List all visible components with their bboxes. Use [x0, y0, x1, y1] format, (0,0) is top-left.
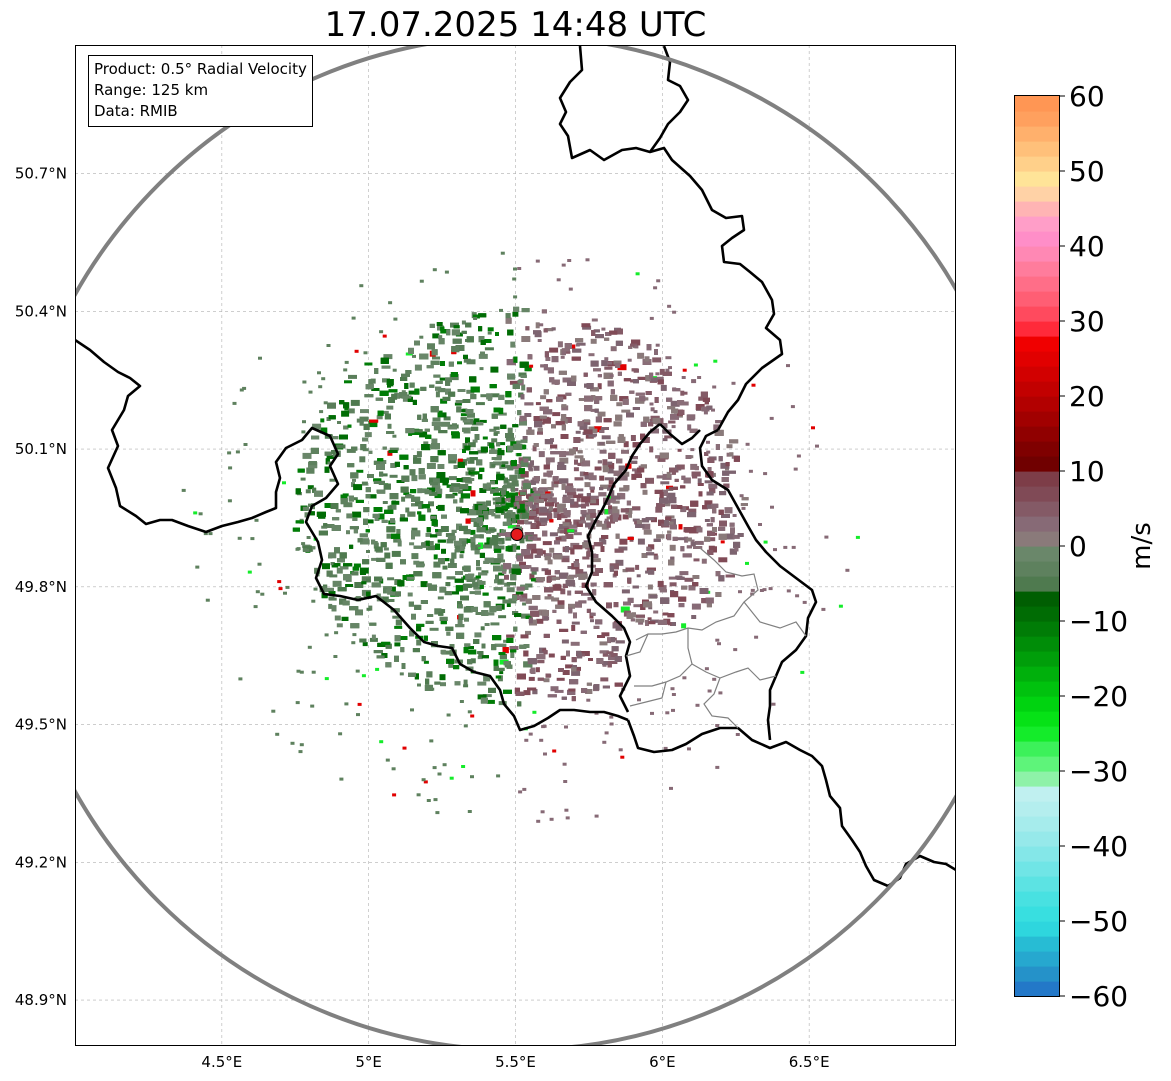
longitude-ticks: 4.5°E 5°E 5.5°E 6°E 6.5°E: [201, 1053, 829, 1071]
border-belgium-france: [75, 338, 629, 732]
info-product: Product: 0.5° Radial Velocity: [94, 60, 307, 78]
lat-tick-label: 50.7°N: [15, 165, 67, 183]
lon-tick-label: 4.5°E: [201, 1053, 242, 1071]
border-belgium-germany-east: [659, 423, 701, 446]
canton-border-a: [635, 547, 759, 641]
canton-border-f: [703, 677, 739, 729]
lon-tick-label: 6°E: [649, 1053, 676, 1071]
lat-tick-label: 50.1°N: [15, 440, 67, 458]
lon-tick-label: 5.5°E: [495, 1053, 536, 1071]
canton-border-g: [625, 633, 649, 657]
latitude-ticks: 48.9°N 49.2°N 49.5°N 49.8°N 50.1°N 50.4°N 50.7…: [15, 165, 67, 1010]
border-netherlands-germany: [558, 45, 784, 431]
luxembourg-canton-borders: [625, 547, 807, 729]
map-title: 17.07.2025 14:48 UTC: [324, 5, 707, 45]
info-data-source: Data: RMIB: [94, 102, 178, 120]
lon-tick-label: 5°E: [355, 1053, 382, 1071]
info-range: Range: 125 km: [94, 81, 209, 99]
border-belgium-luxembourg-germany: [698, 428, 818, 741]
canton-border-c: [634, 628, 693, 687]
info-box: Product: 0.5° Radial Velocity Range: 125…: [88, 55, 313, 127]
map-frame: [75, 45, 956, 1046]
radar-site-marker: [510, 527, 524, 541]
lat-tick-label: 49.2°N: [15, 853, 67, 871]
radar-echoes: [181, 251, 860, 823]
lat-tick-label: 50.4°N: [15, 302, 67, 320]
lat-tick-label: 49.5°N: [15, 716, 67, 734]
canton-border-e: [629, 681, 667, 707]
canton-border-b: [743, 601, 807, 637]
lon-tick-label: 6.5°E: [789, 1053, 830, 1071]
border-belgium-netherlands-north: [648, 45, 690, 153]
border-belgium-luxembourg-west: [584, 422, 661, 713]
lat-tick-label: 49.8°N: [15, 578, 67, 596]
canton-border-d: [691, 663, 777, 681]
lat-tick-label: 48.9°N: [15, 991, 67, 1009]
